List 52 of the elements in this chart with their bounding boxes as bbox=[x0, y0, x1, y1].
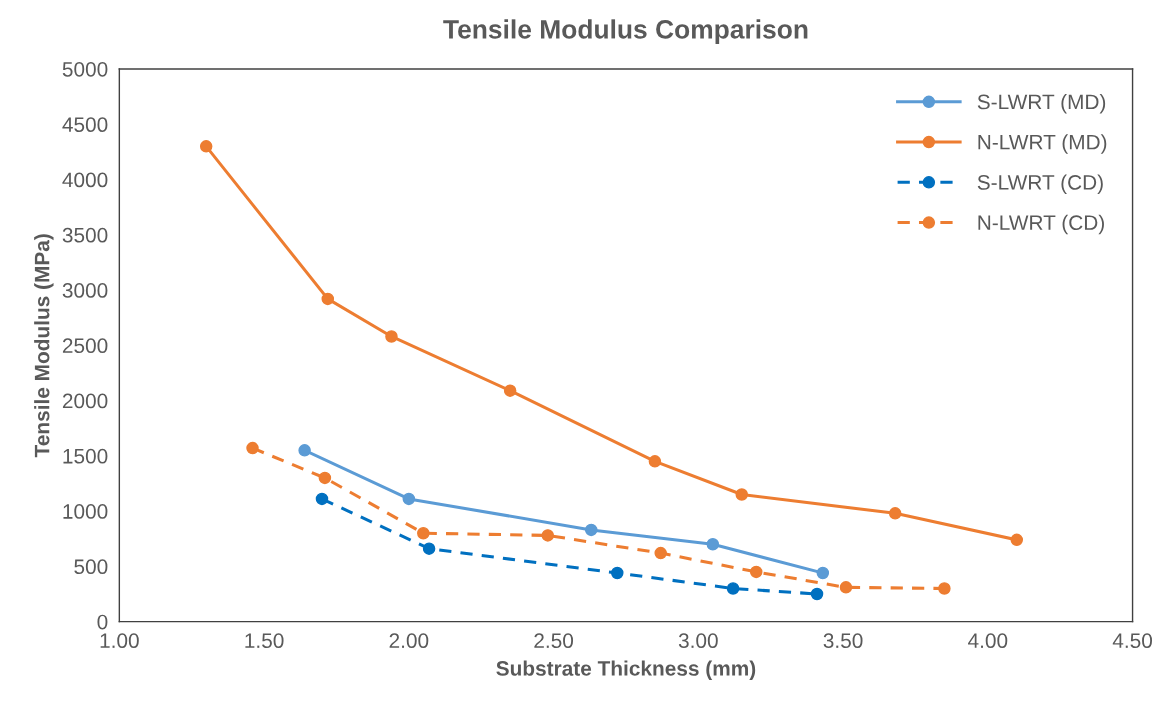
point bbox=[541, 529, 555, 542]
point bbox=[810, 587, 824, 601]
y-tick-label: 3000 bbox=[62, 283, 108, 298]
point bbox=[648, 455, 662, 468]
y-tick-label: 3500 bbox=[62, 227, 108, 243]
y-tick-label: 5000 bbox=[62, 61, 108, 77]
chart-title: Tensile Modulus Comparison bbox=[443, 19, 808, 44]
x-tick-label: 3.00 bbox=[678, 633, 718, 649]
point bbox=[417, 526, 430, 540]
point bbox=[298, 444, 311, 457]
point bbox=[402, 492, 416, 506]
point bbox=[839, 581, 853, 594]
legend-label: N-LWRT (MD) bbox=[978, 134, 1107, 154]
point bbox=[422, 542, 436, 555]
point bbox=[199, 140, 213, 153]
point bbox=[246, 441, 259, 455]
x-tick-label: 2.50 bbox=[534, 633, 574, 649]
point bbox=[888, 507, 902, 520]
legend-label: S-LWRT (MD) bbox=[977, 93, 1106, 114]
point bbox=[503, 384, 517, 397]
point bbox=[749, 565, 763, 579]
x-tick-label: 3.50 bbox=[823, 633, 863, 649]
y-tick-label: 2000 bbox=[62, 393, 108, 409]
point bbox=[938, 582, 951, 595]
y-tick-label: 4000 bbox=[62, 172, 108, 188]
point bbox=[706, 538, 720, 551]
legend-label: S-LWRT (CD) bbox=[977, 174, 1103, 194]
y-tick-label: 0 bbox=[97, 614, 108, 630]
point bbox=[654, 546, 667, 560]
point bbox=[385, 330, 398, 343]
y-tick-label: 500 bbox=[74, 559, 108, 575]
x-tick-label: 1.50 bbox=[245, 633, 284, 649]
point bbox=[735, 488, 748, 501]
x-axis-title: Substrate Thickness (mm) bbox=[496, 660, 756, 680]
point bbox=[726, 582, 740, 595]
x-tick-label: 4.00 bbox=[968, 633, 1008, 649]
y-tick-label: 1500 bbox=[63, 448, 108, 464]
y-tick-label: 2500 bbox=[62, 338, 108, 354]
y-tick-label: 4500 bbox=[62, 117, 108, 133]
x-tick-label: 4.50 bbox=[1112, 633, 1153, 649]
x-tick-label: 1.00 bbox=[100, 633, 139, 649]
point bbox=[611, 566, 624, 580]
x-tick-label: 2.00 bbox=[389, 633, 429, 649]
point bbox=[315, 492, 329, 506]
point bbox=[321, 292, 335, 306]
point bbox=[1010, 533, 1024, 547]
y-axis-title: Tensile Modulus (MPa) bbox=[34, 234, 54, 458]
legend-label: N-LWRT (CD) bbox=[978, 214, 1104, 235]
point bbox=[584, 523, 598, 537]
point bbox=[318, 471, 332, 485]
y-tick-label: 1000 bbox=[63, 504, 108, 519]
point bbox=[816, 566, 830, 580]
